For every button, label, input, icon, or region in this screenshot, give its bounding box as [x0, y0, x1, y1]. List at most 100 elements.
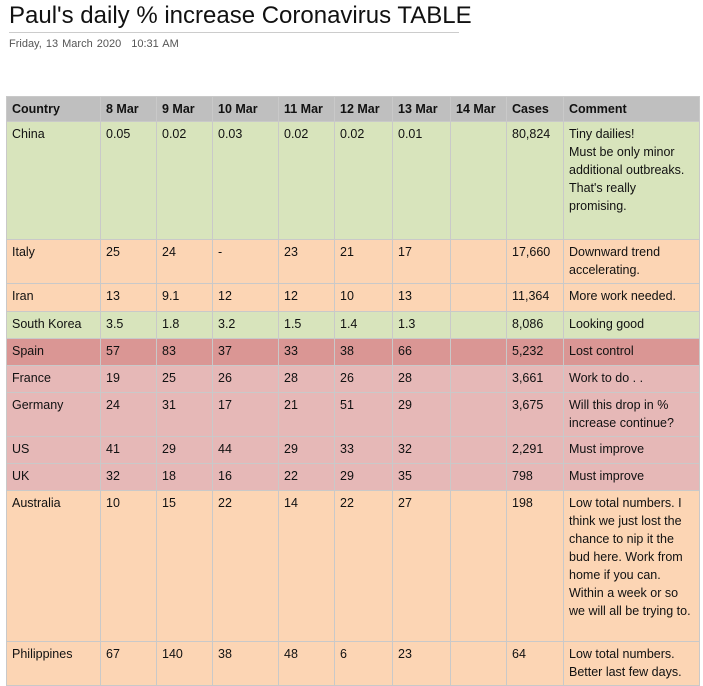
value-cell: 24	[100, 392, 157, 437]
country-cell: Italy	[6, 239, 101, 284]
value-cell: 1.4	[334, 311, 393, 339]
value-cell: 1.3	[392, 311, 451, 339]
time: 10:31 AM	[131, 38, 179, 50]
comment-cell: Work to do . .	[563, 365, 700, 393]
table-row: Philippines 67 140 38 48 6 23 64 Low total numbe…	[6, 641, 700, 686]
value-cell: 44	[212, 436, 279, 464]
page-timestamp: Friday, 13 March 2020 10:31 AM	[9, 38, 179, 50]
comment-cell: More work needed.	[563, 283, 700, 312]
value-cell: 57	[100, 338, 157, 366]
value-cell: 0.03	[212, 121, 279, 240]
value-cell: 23	[392, 641, 451, 686]
table-row: Germany 24 31 17 21 51 29 3,675 Will this drop i…	[6, 392, 700, 437]
value-cell: 25	[156, 365, 213, 393]
value-cell: 21	[334, 239, 393, 284]
cases-cell: 798	[506, 463, 564, 491]
value-cell: 17	[212, 392, 279, 437]
value-cell	[450, 311, 507, 339]
country-cell: Iran	[6, 283, 101, 312]
value-cell	[450, 490, 507, 642]
comment-cell: Must improve	[563, 436, 700, 464]
value-cell: 3.5	[100, 311, 157, 339]
country-cell: Germany	[6, 392, 101, 437]
value-cell: 6	[334, 641, 393, 686]
column-header: Comment	[563, 96, 700, 122]
value-cell	[450, 365, 507, 393]
value-cell: 17	[392, 239, 451, 284]
comment-cell: Must improve	[563, 463, 700, 491]
value-cell: 0.02	[156, 121, 213, 240]
value-cell: 0.02	[334, 121, 393, 240]
value-cell: 31	[156, 392, 213, 437]
cases-cell: 64	[506, 641, 564, 686]
value-cell: 13	[100, 283, 157, 312]
value-cell	[450, 392, 507, 437]
value-cell: 1.8	[156, 311, 213, 339]
comment-cell: Tiny dailies! Must be only minor additio…	[563, 121, 700, 240]
cases-cell: 8,086	[506, 311, 564, 339]
date: Friday, 13 March 2020	[9, 38, 122, 50]
value-cell: 26	[212, 365, 279, 393]
country-cell: Spain	[6, 338, 101, 366]
country-cell: China	[6, 121, 101, 240]
comment-cell: Lost control	[563, 338, 700, 366]
country-cell: UK	[6, 463, 101, 491]
column-header: Country	[6, 96, 101, 122]
value-cell: 24	[156, 239, 213, 284]
value-cell: 48	[278, 641, 335, 686]
cases-cell: 3,675	[506, 392, 564, 437]
comment-cell: Low total numbers. I think we just lost …	[563, 490, 700, 642]
cases-cell: 3,661	[506, 365, 564, 393]
column-header: 10 Mar	[212, 96, 279, 122]
value-cell: 14	[278, 490, 335, 642]
value-cell: 12	[212, 283, 279, 312]
value-cell: 0.01	[392, 121, 451, 240]
header-row: Country 8 Mar 9 Mar 10 Mar 11 Mar 12 Mar 13 Ma…	[6, 96, 700, 122]
value-cell: 12	[278, 283, 335, 312]
country-cell: South Korea	[6, 311, 101, 339]
table-row: Iran 13 9.1 12 12 10 13 11,364 More work needed.	[6, 283, 700, 312]
value-cell: 22	[212, 490, 279, 642]
country-cell: Philippines	[6, 641, 101, 686]
value-cell: 38	[334, 338, 393, 366]
comment-cell: Looking good	[563, 311, 700, 339]
value-cell: 26	[334, 365, 393, 393]
value-cell: 51	[334, 392, 393, 437]
value-cell: 23	[278, 239, 335, 284]
value-cell	[450, 121, 507, 240]
value-cell: 25	[100, 239, 157, 284]
value-cell: 33	[278, 338, 335, 366]
comment-cell: Will this drop in % increase continue?	[563, 392, 700, 437]
country-cell: France	[6, 365, 101, 393]
column-header: 11 Mar	[278, 96, 335, 122]
value-cell	[450, 641, 507, 686]
value-cell: 29	[156, 436, 213, 464]
value-cell: 67	[100, 641, 157, 686]
value-cell: 0.05	[100, 121, 157, 240]
value-cell: 83	[156, 338, 213, 366]
value-cell: 13	[392, 283, 451, 312]
value-cell: 10	[100, 490, 157, 642]
value-cell: 21	[278, 392, 335, 437]
cases-cell: 80,824	[506, 121, 564, 240]
column-header: 13 Mar	[392, 96, 451, 122]
table-row: China 0.05 0.02 0.03 0.02 0.02 0.01 80,824 Tiny …	[6, 121, 700, 240]
value-cell	[450, 463, 507, 491]
cases-cell: 198	[506, 490, 564, 642]
value-cell: 18	[156, 463, 213, 491]
table-row: Spain 57 83 37 33 38 66 5,232 Lost control	[6, 338, 700, 366]
value-cell: 15	[156, 490, 213, 642]
value-cell	[450, 283, 507, 312]
value-cell: 19	[100, 365, 157, 393]
table-row: UK 32 18 16 22 29 35 798 Must improve	[6, 463, 700, 491]
value-cell: 35	[392, 463, 451, 491]
value-cell	[450, 239, 507, 284]
country-cell: Australia	[6, 490, 101, 642]
value-cell: 22	[334, 490, 393, 642]
value-cell: 10	[334, 283, 393, 312]
column-header: 8 Mar	[100, 96, 157, 122]
table-row: US 41 29 44 29 33 32 2,291 Must improve	[6, 436, 700, 464]
value-cell: 22	[278, 463, 335, 491]
value-cell: 33	[334, 436, 393, 464]
value-cell: -	[212, 239, 279, 284]
